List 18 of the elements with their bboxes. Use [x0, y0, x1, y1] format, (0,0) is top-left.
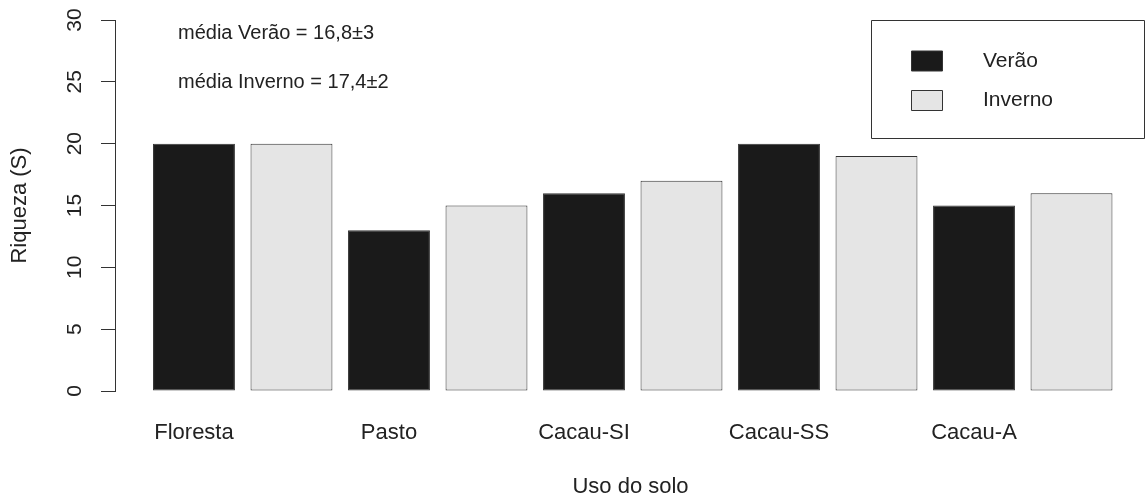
legend-label: Inverno	[983, 87, 1054, 111]
x-tick-label: Cacau-SI	[538, 419, 630, 445]
x-tick-label: Floresta	[154, 419, 235, 445]
y-tick-label: 10	[62, 255, 86, 280]
x-tick-label: Cacau-A	[931, 419, 1018, 445]
y-tick-label: 5	[62, 323, 86, 336]
y-axis-title: Riqueza (S)	[6, 147, 32, 264]
y-tick-label: 20	[62, 131, 86, 156]
y-tick-label: 30	[62, 8, 86, 32]
y-tick-label: 0	[62, 385, 86, 397]
x-tick-label: Pasto	[360, 419, 418, 445]
x-axis-title: Uso do solo	[572, 472, 689, 498]
y-tick-label: 25	[62, 70, 86, 94]
annotation: média Verão = 16,8±3	[178, 20, 375, 43]
annotation: média Inverno = 17,4±2	[178, 69, 389, 92]
x-tick-label: Cacau-SS	[728, 419, 830, 445]
legend-label: Verão	[983, 47, 1038, 71]
y-tick-label: 15	[62, 193, 86, 218]
